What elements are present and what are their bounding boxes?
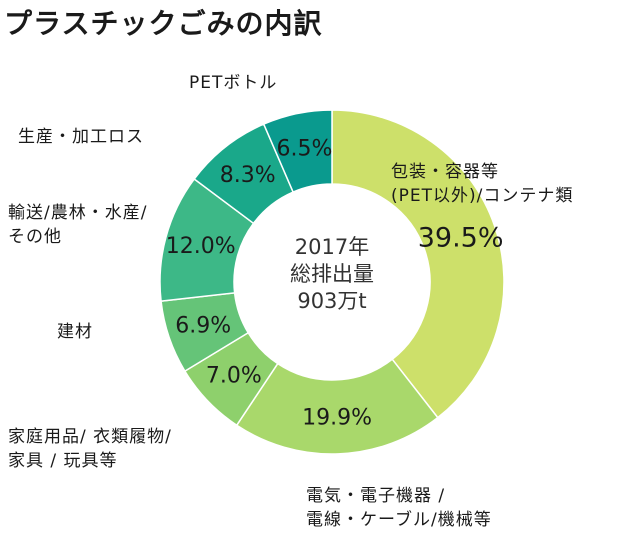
donut-slice-1 xyxy=(235,358,439,455)
donut-slice-0 xyxy=(331,109,505,419)
chart-title: プラスチックごみの内訳 xyxy=(4,7,323,40)
slice-value-label-1: 19.9% xyxy=(302,405,372,430)
center-caption: 総排出量 xyxy=(290,262,374,286)
slice-value-label-2: 7.0% xyxy=(206,364,262,389)
slice-value-label-4: 12.0% xyxy=(166,234,236,259)
category-label-electrical: 電気・電子機器 / 電線・ケーブル/機械等 xyxy=(306,486,492,530)
center-year: 2017年 xyxy=(294,235,370,259)
category-label-packaging: 包装・容器等 (PET以外)/コンテナ類 xyxy=(391,162,574,206)
slice-value-label-5: 8.3% xyxy=(220,163,276,188)
center-label: 2017年 総排出量 903万t xyxy=(262,234,402,315)
slice-value-label-3: 6.9% xyxy=(175,313,231,338)
donut-slice-6 xyxy=(262,109,333,194)
category-label-pet-bottle: PETボトル xyxy=(189,73,278,93)
slice-value-label-0: 39.5% xyxy=(418,222,504,253)
category-label-building: 建材 xyxy=(57,322,93,342)
center-total: 903万t xyxy=(297,289,367,313)
category-label-household: 家庭用品/ 衣類履物/ 家具 / 玩具等 xyxy=(8,427,172,471)
category-label-transport: 輸送/農林・水産/ その他 xyxy=(8,203,148,247)
slice-value-label-6: 6.5% xyxy=(276,136,332,161)
category-label-production-loss: 生産・加工ロス xyxy=(18,127,144,147)
